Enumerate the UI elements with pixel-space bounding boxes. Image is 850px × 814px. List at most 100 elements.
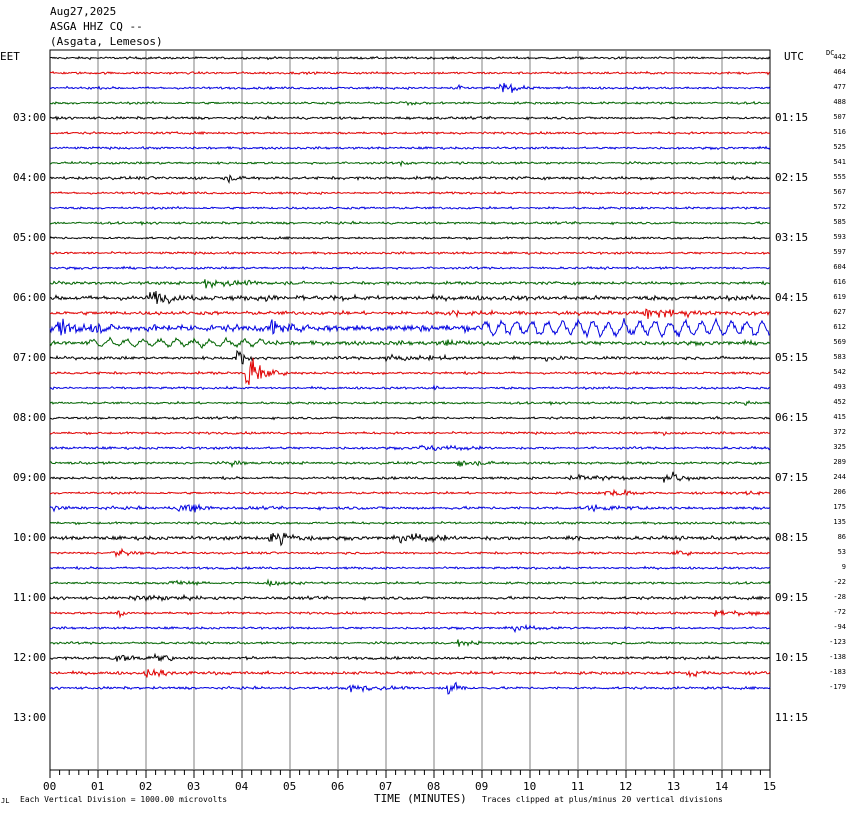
hour-label-right: 10:15 [775, 651, 809, 664]
hour-label-left: 09:00 [13, 471, 47, 484]
seismic-trace [49, 291, 771, 305]
dc-offset-label: 325 [833, 443, 846, 451]
dc-offset-label: -138 [829, 653, 846, 661]
hour-label-right: 07:15 [775, 471, 809, 484]
x-tick-label: 04 [235, 780, 249, 793]
x-tick-label: 13 [667, 780, 681, 793]
dc-offset-label: -72 [833, 608, 846, 616]
dc-offset-label: 616 [833, 278, 846, 286]
plot-date: Aug27,2025 [50, 5, 117, 18]
dc-offset-label: 572 [833, 203, 846, 211]
seismic-trace [49, 609, 771, 619]
x-tick-label: 02 [139, 780, 153, 793]
seismic-trace [49, 235, 771, 241]
seismic-trace [49, 357, 771, 386]
hour-label-right: 01:15 [775, 111, 809, 124]
hour-label-left: 04:00 [13, 171, 47, 184]
seismic-trace [49, 578, 771, 588]
seismic-trace [49, 145, 771, 151]
hour-label-left: 06:00 [13, 291, 47, 304]
x-tick-label: 10 [523, 780, 537, 793]
hour-label-left: 11:00 [13, 591, 47, 604]
hour-label-right: 06:15 [775, 411, 809, 424]
hour-label-left: 12:00 [13, 651, 47, 664]
seismic-trace [49, 250, 771, 256]
dc-offset-label: 442 [833, 53, 846, 61]
hour-label-right: 02:15 [775, 171, 809, 184]
hour-label-right: 11:15 [775, 711, 809, 724]
hour-label-right: 08:15 [775, 531, 809, 544]
seismic-trace [49, 82, 771, 93]
seismic-trace [49, 623, 771, 634]
hour-label-left: 08:00 [13, 411, 47, 424]
x-tick-label: 01 [91, 780, 105, 793]
x-tick-label: 15 [763, 780, 777, 793]
dc-offset-label: 612 [833, 323, 846, 331]
station-location: (Asgata, Lemesos) [50, 35, 163, 48]
hour-label-right: 04:15 [775, 291, 809, 304]
plot-grid [49, 49, 771, 778]
hour-label-left: 13:00 [13, 711, 47, 724]
x-tick-label: 09 [475, 780, 489, 793]
dc-offset-label: 206 [833, 488, 846, 496]
seismic-trace [49, 130, 771, 136]
seismic-trace [49, 349, 771, 365]
dc-offset-label: 9 [841, 563, 846, 571]
seismic-trace [49, 593, 771, 602]
dc-offset-label: 516 [833, 128, 846, 136]
seismic-trace [49, 430, 771, 437]
right-axis-title: UTC [784, 50, 804, 63]
seismic-trace [49, 205, 771, 211]
seismic-trace [49, 488, 771, 497]
dc-offset-label: 583 [833, 353, 846, 361]
dc-offset-label: 597 [833, 248, 846, 256]
seismic-trace [49, 639, 771, 647]
seismic-trace [50, 668, 771, 679]
dc-offset-label: 415 [833, 413, 846, 421]
seismic-trace [49, 308, 771, 320]
dc-offset-label: -123 [829, 638, 846, 646]
hour-label-right: 03:15 [775, 231, 809, 244]
x-tick-label: 08 [427, 780, 441, 793]
seismic-trace [49, 547, 771, 558]
seismic-trace [49, 174, 771, 184]
dc-offset-label: -22 [833, 578, 846, 586]
dc-offset-label: 488 [833, 98, 846, 106]
seismic-trace [49, 115, 771, 122]
dc-offset-label: 604 [833, 263, 846, 271]
dc-offset-label: 585 [833, 218, 846, 226]
clip-note: Traces clipped at plus/minus 20 vertical… [482, 795, 723, 804]
seismic-trace [49, 160, 771, 168]
seismic-trace [49, 384, 771, 391]
dc-offset-label: 464 [833, 68, 846, 76]
seismic-trace [49, 278, 771, 289]
seismic-trace [49, 220, 771, 226]
dc-offset-label: 567 [833, 188, 846, 196]
dc-offset-label: 555 [833, 173, 846, 181]
plot-frame [49, 49, 771, 771]
hour-label-left: 10:00 [13, 531, 47, 544]
dc-offset-label: 86 [837, 533, 846, 541]
seismic-trace [49, 565, 771, 571]
dc-title: DC [826, 49, 835, 57]
dc-offset-label: 452 [833, 398, 846, 406]
dc-offset-label: -183 [829, 668, 846, 676]
dc-offset-label: 493 [833, 383, 846, 391]
seismic-trace [49, 471, 771, 483]
seismic-trace [49, 190, 771, 196]
dc-offset-label: 372 [833, 428, 846, 436]
x-tick-label: 00 [43, 780, 57, 793]
left-axis-title: EET [0, 50, 20, 63]
seismic-trace [49, 652, 771, 663]
seismic-trace [50, 681, 771, 695]
hour-label-left: 03:00 [13, 111, 47, 124]
seismic-trace [49, 336, 771, 349]
hour-label-right: 09:15 [775, 591, 809, 604]
seismic-trace [49, 100, 771, 107]
x-axis-title: TIME (MINUTES) [374, 792, 467, 805]
seismic-trace [49, 317, 771, 339]
dc-offset-label: 289 [833, 458, 846, 466]
hour-label-right: 05:15 [775, 351, 809, 364]
seismic-trace [49, 532, 771, 547]
seismic-trace [49, 400, 771, 406]
